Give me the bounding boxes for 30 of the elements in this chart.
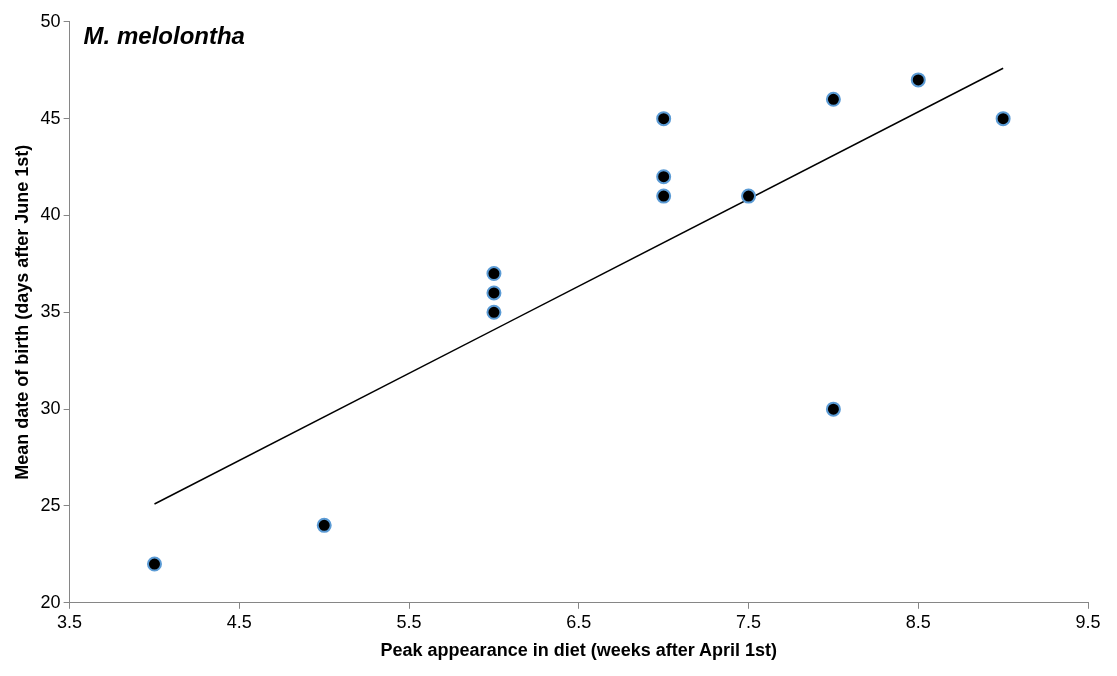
y-tick-label: 45 [40, 107, 61, 128]
point [656, 169, 672, 185]
x-axis-title: Peak appearance in diet (weeks after April 1st) [380, 640, 778, 661]
point [656, 111, 672, 127]
x-tick-label: 9.5 [1075, 611, 1101, 632]
point [486, 304, 502, 320]
x-tick-label: 8.5 [905, 611, 931, 632]
x-tick-label: 5.5 [396, 611, 422, 632]
x-tick-label: 6.5 [566, 611, 592, 632]
point [825, 91, 841, 107]
point [741, 188, 757, 204]
y-axis-title: Mean date of birth (days after June 1st) [11, 144, 32, 480]
y-tick-label: 35 [40, 301, 61, 322]
y-tick-label: 50 [40, 10, 61, 31]
y-tick-label: 20 [40, 591, 61, 612]
x-tick-label: 3.5 [57, 611, 83, 632]
point [910, 72, 926, 88]
point [486, 285, 502, 301]
y-tick-label: 25 [40, 494, 61, 515]
point [486, 266, 502, 282]
point [995, 111, 1011, 127]
chart-title: M. melolontha [83, 22, 245, 50]
point [146, 556, 162, 572]
y-tick-label: 40 [40, 204, 61, 225]
x-tick-label: 7.5 [736, 611, 762, 632]
point [825, 401, 841, 417]
point [316, 517, 332, 533]
y-tick-label: 30 [40, 398, 61, 419]
point [656, 188, 672, 204]
x-tick-label: 4.5 [226, 611, 252, 632]
